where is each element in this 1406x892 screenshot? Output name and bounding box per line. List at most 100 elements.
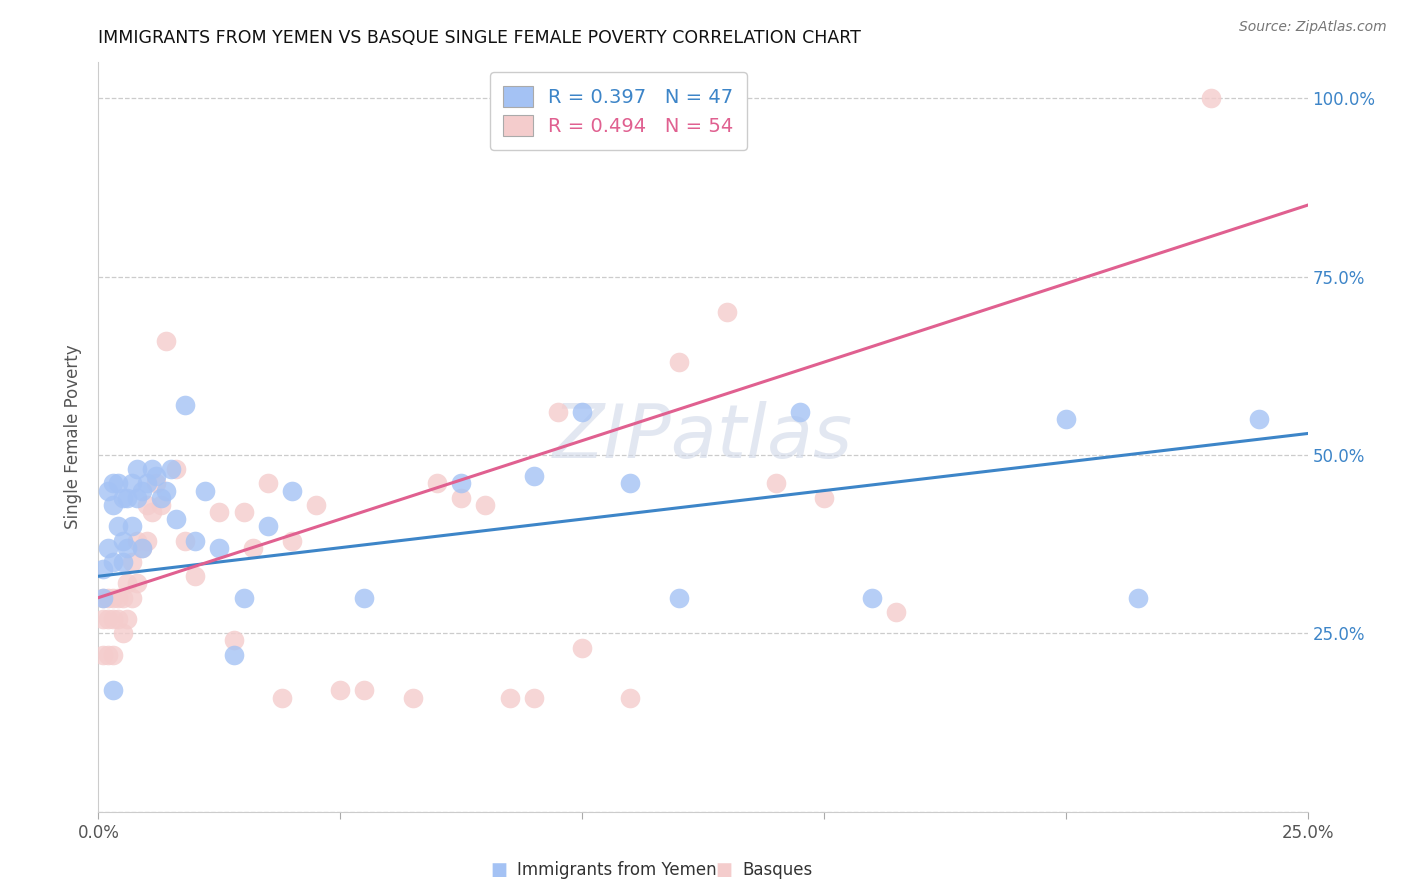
Point [150,491,173,505]
Point [1199,91,1222,105]
Point [97,591,120,605]
Point [1128,591,1150,605]
Point [281,483,304,498]
Point [242,541,264,555]
Point [765,476,787,491]
Point [860,591,883,605]
Point [160,462,183,476]
Text: IMMIGRANTS FROM YEMEN VS BASQUE SINGLE FEMALE POVERTY CORRELATION CHART: IMMIGRANTS FROM YEMEN VS BASQUE SINGLE F… [98,29,862,47]
Point [498,690,520,705]
Point [91,612,114,626]
Point [547,405,569,419]
Point [97,612,120,626]
Point [353,683,375,698]
Text: ZIPatlas: ZIPatlas [553,401,853,473]
Point [174,533,197,548]
Point [97,648,120,662]
Point [121,519,143,533]
Point [101,555,124,569]
Point [131,483,153,498]
Point [155,483,177,498]
Point [117,576,139,591]
Point [101,591,124,605]
Point [1249,412,1271,426]
Point [619,476,641,491]
Point [91,562,114,576]
Point [141,505,163,519]
Point [619,690,641,705]
Point [127,533,149,548]
Point [184,569,207,583]
Point [107,519,129,533]
Point [117,612,139,626]
Text: Basques: Basques [742,861,813,879]
Point [668,355,690,369]
Point [91,591,114,605]
Point [131,541,153,555]
Point [111,555,134,569]
Text: ■: ■ [491,861,508,879]
Point [121,555,143,569]
Point [1054,412,1077,426]
Point [305,498,328,512]
Point [450,476,472,491]
Point [402,690,425,705]
Point [571,640,593,655]
Point [232,505,254,519]
Point [131,541,153,555]
Point [135,533,157,548]
Point [426,476,449,491]
Legend: R = 0.397   N = 47, R = 0.494   N = 54: R = 0.397 N = 47, R = 0.494 N = 54 [489,72,747,150]
Point [97,483,120,498]
Point [97,541,120,555]
Point [127,576,149,591]
Point [256,476,278,491]
Point [145,476,167,491]
Point [232,591,254,605]
Point [165,462,187,476]
Point [789,405,811,419]
Point [91,648,114,662]
Point [716,305,738,319]
Point [184,533,207,548]
Point [135,476,157,491]
Point [329,683,352,698]
Text: Immigrants from Yemen: Immigrants from Yemen [517,861,717,879]
Point [208,505,231,519]
Point [145,469,167,483]
Point [222,648,245,662]
Point [194,483,217,498]
Point [117,541,139,555]
Point [222,633,245,648]
Point [127,491,149,505]
Point [101,498,124,512]
Text: ■: ■ [716,861,733,879]
Point [127,462,149,476]
Point [271,690,294,705]
Point [121,476,143,491]
Point [523,690,546,705]
Point [135,498,157,512]
Text: Source: ZipAtlas.com: Source: ZipAtlas.com [1239,20,1386,34]
Point [208,541,231,555]
Point [107,591,129,605]
Point [107,476,129,491]
Point [813,491,835,505]
Point [450,491,472,505]
Point [111,491,134,505]
Point [117,491,139,505]
Point [281,533,304,548]
Point [91,591,114,605]
Point [101,476,124,491]
Point [523,469,546,483]
Point [256,519,278,533]
Point [886,605,908,619]
Point [101,612,124,626]
Point [111,591,134,605]
Point [155,334,177,348]
Point [101,648,124,662]
Point [121,591,143,605]
Point [101,683,124,698]
Point [474,498,496,512]
Point [571,405,593,419]
